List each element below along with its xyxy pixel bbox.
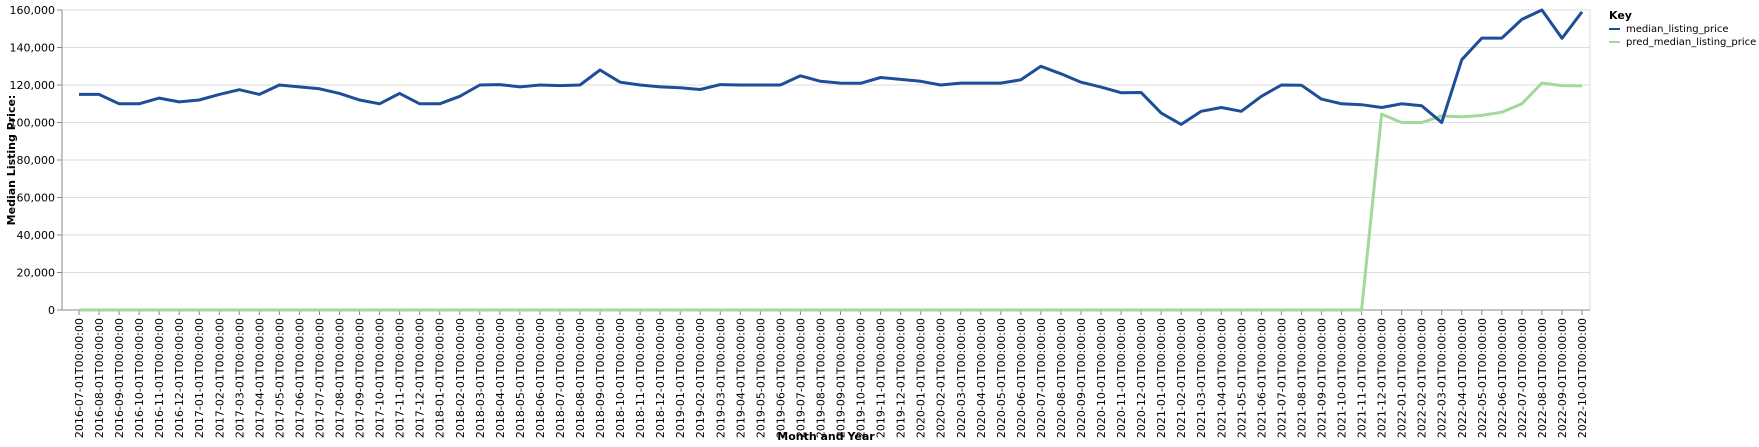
y-tick-label: 20,000 — [17, 267, 56, 280]
x-tick-label: 2018-11-01T00:00:00 — [634, 318, 647, 438]
x-tick-label: 2022-04-01T00:00:00 — [1456, 318, 1469, 438]
x-tick-label: 2018-08-01T00:00:00 — [574, 318, 587, 438]
x-tick-label: 2019-12-01T00:00:00 — [895, 318, 908, 438]
x-tick-label: 2020-02-01T00:00:00 — [935, 318, 948, 438]
y-tick-label: 140,000 — [10, 42, 56, 55]
x-tick-label: 2021-06-01T00:00:00 — [1255, 318, 1268, 438]
x-tick-label: 2021-10-01T00:00:00 — [1336, 318, 1349, 438]
x-tick-label: 2022-05-01T00:00:00 — [1476, 318, 1489, 438]
x-tick-label: 2016-11-01T00:00:00 — [153, 318, 166, 438]
x-tick-label: 2021-12-01T00:00:00 — [1376, 318, 1389, 438]
x-tick-label: 2018-06-01T00:00:00 — [534, 318, 547, 438]
series-line-pred-median-listing-price — [79, 81, 1583, 312]
grid-lines — [62, 9, 1590, 311]
series-lines — [79, 8, 1584, 312]
x-tick-label: 2017-03-01T00:00:00 — [233, 318, 246, 438]
x-tick-label: 2020-08-01T00:00:00 — [1055, 318, 1068, 438]
x-tick-label: 2019-10-01T00:00:00 — [855, 318, 868, 438]
legend-label: median_listing_price — [1626, 24, 1729, 35]
x-tick-label: 2017-04-01T00:00:00 — [253, 318, 266, 438]
x-tick-label: 2018-05-01T00:00:00 — [514, 318, 527, 438]
x-tick-label: 2017-07-01T00:00:00 — [313, 318, 326, 438]
y-tick-label: 60,000 — [17, 192, 56, 205]
x-tick-label: 2020-11-01T00:00:00 — [1115, 318, 1128, 438]
y-axis: 0 20,000 40,000 60,000 80,000 100,000 120,000 1… — [10, 4, 63, 317]
x-tick-label: 2016-08-01T00:00:00 — [93, 318, 106, 438]
x-tick-label: 2016-09-01T00:00:00 — [113, 318, 126, 438]
x-tick-label: 2020-10-01T00:00:00 — [1095, 318, 1108, 438]
x-tick-label: 2016-12-01T00:00:00 — [173, 318, 186, 438]
x-tick-label: 2016-07-01T00:00:00 — [73, 318, 86, 438]
x-tick-label: 2021-08-01T00:00:00 — [1295, 318, 1308, 438]
x-tick-label: 2018-07-01T00:00:00 — [554, 318, 567, 438]
x-tick-label: 2017-09-01T00:00:00 — [354, 318, 367, 438]
x-tick-label: 2020-01-01T00:00:00 — [915, 318, 928, 438]
x-tick-label: 2020-05-01T00:00:00 — [995, 318, 1008, 438]
x-tick-label: 2021-07-01T00:00:00 — [1275, 318, 1288, 438]
x-tick-label: 2017-02-01T00:00:00 — [213, 318, 226, 438]
x-tick-label: 2018-12-01T00:00:00 — [654, 318, 667, 438]
x-tick-label: 2020-07-01T00:00:00 — [1035, 318, 1048, 438]
x-tick-label: 2021-03-01T00:00:00 — [1195, 318, 1208, 438]
x-tick-label: 2018-10-01T00:00:00 — [614, 318, 627, 438]
x-tick-label: 2020-04-01T00:00:00 — [975, 318, 988, 438]
x-tick-label: 2017-08-01T00:00:00 — [334, 318, 347, 438]
x-tick-label: 2019-08-01T00:00:00 — [814, 318, 827, 438]
y-tick-label: 120,000 — [10, 79, 56, 92]
x-tick-label: 2017-06-01T00:00:00 — [293, 318, 306, 438]
x-tick-label: 2021-09-01T00:00:00 — [1315, 318, 1328, 438]
legend-title: Key — [1609, 9, 1632, 22]
x-tick-label: 2017-01-01T00:00:00 — [193, 318, 206, 438]
x-axis-title: Month and Year — [777, 430, 875, 443]
x-tick-label: 2022-09-01T00:00:00 — [1556, 318, 1569, 438]
x-tick-label: 2019-03-01T00:00:00 — [714, 318, 727, 438]
x-tick-label: 2019-06-01T00:00:00 — [774, 318, 787, 438]
x-tick-label: 2021-02-01T00:00:00 — [1175, 318, 1188, 438]
x-tick-label: 2019-02-01T00:00:00 — [694, 318, 707, 438]
x-tick-label: 2017-10-01T00:00:00 — [374, 318, 387, 438]
x-tick-label: 2022-02-01T00:00:00 — [1416, 318, 1429, 438]
x-tick-label: 2021-01-01T00:00:00 — [1155, 318, 1168, 438]
legend: Key median_listing_price pred_median_list… — [1609, 9, 1756, 48]
x-tick-label: 2021-04-01T00:00:00 — [1215, 318, 1228, 438]
x-tick-label: 2019-01-01T00:00:00 — [674, 318, 687, 438]
x-tick-label: 2018-02-01T00:00:00 — [454, 318, 467, 438]
x-tick-label: 2019-07-01T00:00:00 — [794, 318, 807, 438]
x-tick-label: 2022-03-01T00:00:00 — [1436, 318, 1449, 438]
x-tick-label: 2022-08-01T00:00:00 — [1536, 318, 1549, 438]
x-tick-label: 2017-12-01T00:00:00 — [414, 318, 427, 438]
x-axis: 2016-07-01T00:00:00 2016-08-01T00:00:00 20… — [62, 309, 1590, 438]
x-tick-label: 2018-03-01T00:00:00 — [474, 318, 487, 438]
x-tick-label: 2022-06-01T00:00:00 — [1496, 318, 1509, 438]
x-tick-label: 2020-12-01T00:00:00 — [1135, 318, 1148, 438]
y-tick-label: 160,000 — [10, 4, 56, 17]
x-tick-label: 2019-11-01T00:00:00 — [875, 318, 888, 438]
y-tick-label: 40,000 — [17, 229, 56, 242]
x-tick-label: 2016-10-01T00:00:00 — [133, 318, 146, 438]
x-tick-label: 2018-09-01T00:00:00 — [594, 318, 607, 438]
series-line-median-listing-price — [79, 8, 1584, 126]
x-tick-label: 2019-05-01T00:00:00 — [754, 318, 767, 438]
x-tick-label: 2022-07-01T00:00:00 — [1516, 318, 1529, 438]
x-tick-label: 2017-11-01T00:00:00 — [394, 318, 407, 438]
y-tick-label: 80,000 — [17, 154, 56, 167]
legend-label: pred_median_listing_price — [1626, 37, 1756, 48]
x-tick-label: 2022-10-01T00:00:00 — [1576, 318, 1589, 438]
x-tick-label: 2018-01-01T00:00:00 — [434, 318, 447, 438]
x-tick-label: 2020-06-01T00:00:00 — [1015, 318, 1028, 438]
x-tick-label: 2021-05-01T00:00:00 — [1235, 318, 1248, 438]
x-tick-label: 2019-04-01T00:00:00 — [734, 318, 747, 438]
x-tick-label: 2019-09-01T00:00:00 — [835, 318, 848, 438]
x-tick-label: 2021-11-01T00:00:00 — [1356, 318, 1369, 438]
y-axis-title: Median Listing Price: — [5, 95, 18, 226]
x-tick-label: 2018-04-01T00:00:00 — [494, 318, 507, 438]
x-tick-label: 2020-09-01T00:00:00 — [1075, 318, 1088, 438]
x-tick-label: 2020-03-01T00:00:00 — [955, 318, 968, 438]
x-tick-label: 2022-01-01T00:00:00 — [1396, 318, 1409, 438]
x-tick-label: 2017-05-01T00:00:00 — [273, 318, 286, 438]
y-tick-label: 0 — [48, 304, 55, 317]
y-tick-label: 100,000 — [10, 117, 56, 130]
